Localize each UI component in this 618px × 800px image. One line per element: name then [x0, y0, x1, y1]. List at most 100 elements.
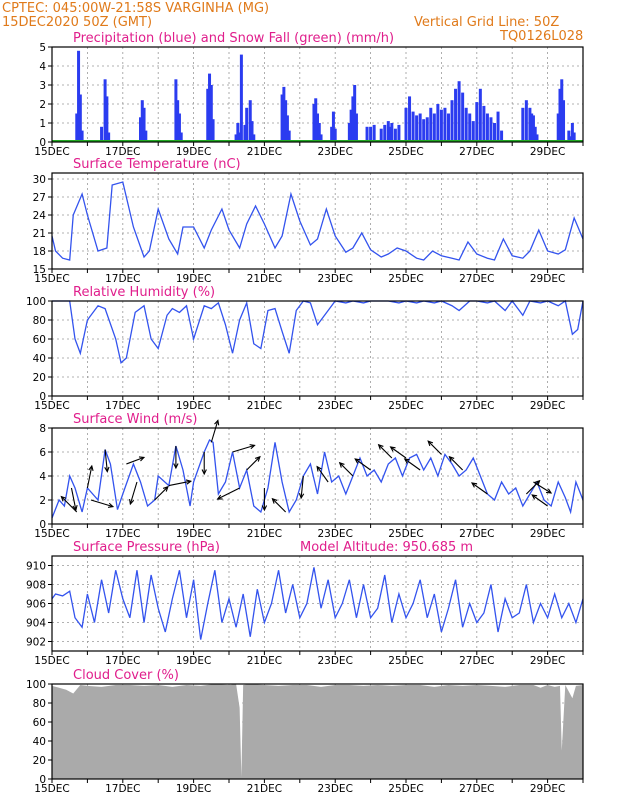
precip-bar — [436, 104, 440, 142]
y-tick-label: 15 — [33, 264, 46, 276]
header-model-id: TQ0126L028 — [500, 29, 584, 44]
wind-arrow — [390, 446, 407, 459]
y-tick-label: 80 — [33, 315, 46, 327]
y-tick-label: 6 — [39, 447, 46, 459]
wind-arrow — [404, 458, 421, 471]
precip-bar — [567, 130, 571, 142]
x-tick-label: 17DEC — [105, 655, 140, 667]
y-tick-label: 1 — [39, 118, 46, 130]
cloud-cover-area — [52, 684, 583, 779]
precip-bar — [485, 113, 489, 142]
x-tick-label: 29DEC — [530, 783, 565, 795]
precip-bar — [489, 117, 493, 142]
panel-title: Surface Pressure (hPa) — [73, 540, 220, 555]
x-tick-label: 23DEC — [317, 400, 352, 412]
precip-bar — [250, 121, 254, 142]
panel-title: Precipitation (blue) and Snow Fall (gree… — [73, 31, 394, 46]
y-tick-label: 20 — [33, 755, 46, 767]
precip-bar — [443, 107, 447, 142]
precip-bar — [369, 126, 373, 142]
wind-arrow-head — [173, 463, 179, 470]
wind-arrow-head — [354, 458, 361, 464]
precip-bar — [372, 124, 376, 142]
x-tick-label: 15DEC — [34, 146, 69, 158]
wind-arrow-head — [104, 466, 110, 473]
wind-arrow — [525, 480, 540, 495]
precip-bar — [422, 119, 426, 142]
x-tick-label: 27DEC — [459, 783, 494, 795]
wind-arrow — [272, 498, 287, 513]
wind-arrow — [531, 494, 548, 507]
x-tick-label: 25DEC — [388, 783, 423, 795]
x-tick-label: 15DEC — [34, 528, 69, 540]
x-tick-label: 21DEC — [247, 400, 282, 412]
wind-arrow — [354, 458, 371, 471]
precip-bar — [179, 132, 183, 142]
wind-arrow-head — [271, 497, 278, 504]
precip-bar — [533, 126, 537, 142]
precip-bar — [284, 100, 288, 142]
wind-arrow-head — [316, 465, 322, 472]
wind-arrow-head — [427, 440, 434, 447]
precip-bar — [482, 105, 486, 142]
x-tick-label: 23DEC — [317, 273, 352, 285]
wind-arrow — [60, 496, 78, 513]
x-tick-label: 17DEC — [105, 400, 140, 412]
precip-bar — [331, 111, 335, 142]
wind-arrow — [129, 481, 138, 505]
wind-arrow-head — [88, 464, 94, 471]
precip-bar — [531, 115, 535, 142]
precip-bar — [461, 92, 465, 142]
precip-bar — [415, 115, 419, 142]
panel-title: Cloud Cover (%) — [73, 668, 179, 683]
precip-bar — [556, 113, 560, 142]
panel-frame — [51, 683, 584, 780]
x-tick-label: 27DEC — [459, 273, 494, 285]
precip-bar — [236, 123, 240, 142]
x-tick-label: 19DEC — [176, 783, 211, 795]
panel-title: Surface Wind (m/s) — [73, 412, 197, 427]
precip-bar — [471, 121, 475, 142]
precip-bar — [144, 130, 148, 142]
wind-arrow-head — [389, 446, 396, 452]
y-tick-label: 24 — [33, 210, 47, 222]
x-tick-label: 25DEC — [388, 528, 423, 540]
wind-arrow-head — [470, 482, 478, 488]
wind-arrow-head — [254, 455, 261, 462]
x-tick-label: 29DEC — [530, 655, 565, 667]
precip-bar — [408, 96, 412, 142]
wind-arrow-head — [249, 444, 256, 450]
precip-bar — [282, 86, 286, 142]
precip-bar — [139, 117, 142, 142]
x-tick-label: 29DEC — [530, 146, 565, 158]
precip-bar — [103, 79, 107, 142]
wind-arrow — [246, 456, 261, 471]
precip-bar — [209, 85, 213, 142]
y-tick-label: 910 — [26, 561, 46, 573]
precip-bar — [365, 126, 369, 142]
panel-frame — [51, 172, 584, 270]
wind-arrow — [300, 475, 304, 499]
precip-bar — [234, 134, 238, 142]
precip-bar — [530, 113, 534, 142]
precip-bar — [78, 94, 82, 142]
precip-bar — [280, 94, 284, 142]
precip-bar — [432, 113, 436, 142]
x-tick-label: 17DEC — [105, 273, 140, 285]
wind-arrow — [471, 482, 488, 495]
x-tick-label: 15DEC — [34, 655, 69, 667]
x-tick-label: 19DEC — [176, 528, 211, 540]
wind-arrow-head — [377, 443, 384, 450]
precip-bar — [349, 109, 353, 142]
precip-bar — [174, 79, 178, 142]
wind-arrow — [90, 499, 114, 508]
precip-bar — [521, 107, 525, 142]
precip-bar — [347, 123, 351, 142]
y-tick-label: 27 — [33, 192, 46, 204]
precip-bar — [379, 128, 383, 142]
precip-bar — [354, 113, 358, 142]
precip-bar — [206, 88, 210, 142]
precip-bar — [464, 107, 468, 142]
precip-bar — [77, 50, 81, 142]
series-line — [51, 567, 584, 640]
